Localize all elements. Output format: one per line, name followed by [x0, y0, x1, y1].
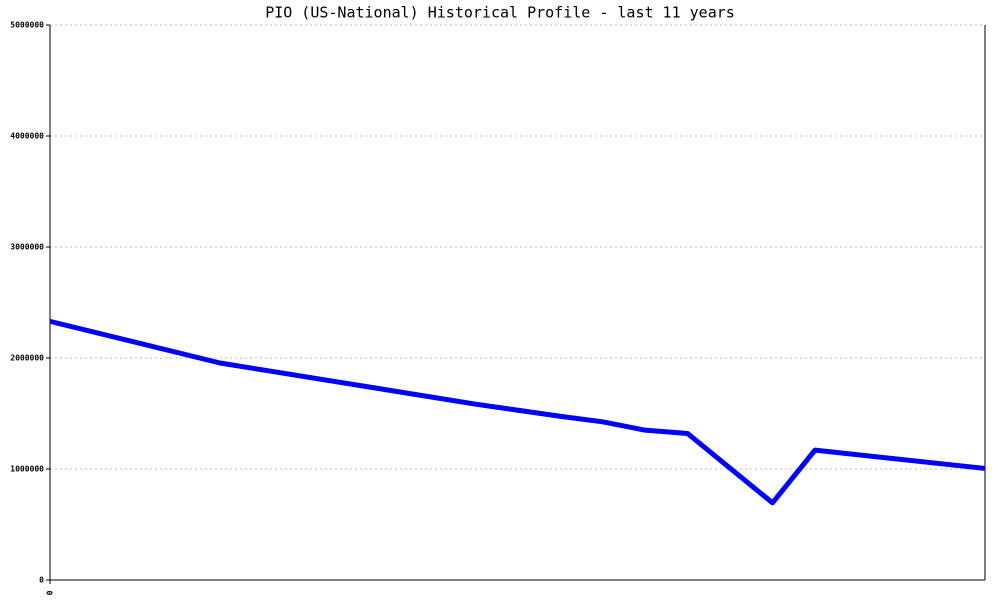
chart-title: PIO (US-National) Historical Profile - l… [265, 4, 735, 22]
data-line [49, 318, 986, 506]
x-tick-label: 0 [46, 590, 55, 595]
y-tick-label: 4000000 [10, 132, 44, 141]
y-tick-label: 5000000 [10, 21, 44, 30]
y-tick-label: 1000000 [10, 465, 44, 474]
y-tick-label: 3000000 [10, 243, 44, 252]
y-tick-label: 0 [39, 576, 44, 585]
y-tick-label: 2000000 [10, 354, 44, 363]
